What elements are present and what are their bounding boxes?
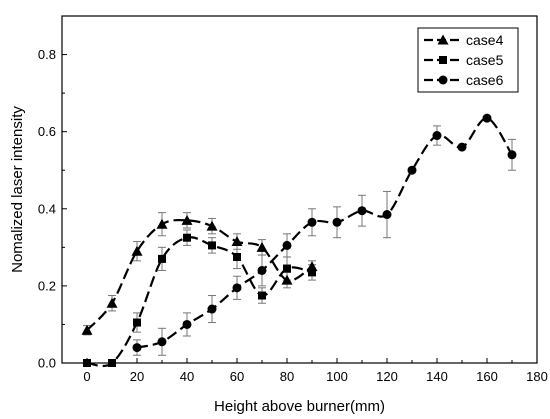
series-lines-layer — [86, 117, 513, 368]
data-point-case6 — [232, 283, 242, 293]
data-point-case5 — [158, 254, 166, 263]
x-tick-label: 20 — [130, 369, 144, 384]
y-tick-label: 0.0 — [38, 356, 56, 371]
x-tick-label: 80 — [280, 369, 294, 384]
x-tick-label: 60 — [230, 369, 244, 384]
data-point-case5 — [283, 264, 291, 273]
data-point-case5 — [258, 291, 266, 300]
x-tick-label: 100 — [326, 369, 348, 384]
data-point-case6 — [357, 206, 367, 216]
y-axis-ticks: 0.0 0.2 0.4 0.6 0.8 — [38, 47, 67, 371]
data-point-case6 — [432, 131, 442, 141]
data-point-case4 — [181, 214, 193, 225]
y-tick-label: 0.4 — [38, 201, 56, 216]
data-point-case4 — [131, 245, 143, 256]
legend: case4 case5 case6 — [417, 27, 519, 93]
data-point-case6 — [282, 240, 292, 250]
data-point-case6 — [507, 150, 517, 160]
data-point-case4 — [106, 297, 118, 308]
legend-box — [417, 27, 519, 93]
y-tick-label: 0.8 — [38, 47, 56, 62]
series-line-case6 — [136, 117, 513, 349]
data-point-case6 — [457, 142, 467, 152]
data-point-case4 — [81, 324, 93, 335]
x-tick-label: 160 — [476, 369, 498, 384]
data-point-case4 — [206, 220, 218, 231]
series-line-case5 — [86, 236, 313, 368]
x-axis-ticks: 0 20 40 60 80 100 120 140 160 180 — [61, 358, 548, 384]
legend-marker-case6 — [438, 75, 448, 85]
x-axis-title: Height above burner(mm) — [214, 398, 385, 415]
legend-marker-case4 — [437, 34, 449, 45]
markers-layer — [81, 113, 517, 367]
data-point-case6 — [332, 217, 342, 227]
data-point-case5 — [133, 318, 141, 327]
x-tick-label: 180 — [526, 369, 548, 384]
legend-label-case5: case5 — [466, 52, 504, 68]
data-point-case6 — [407, 165, 417, 175]
data-point-case6 — [207, 304, 217, 314]
error-bars-layer — [83, 125, 516, 356]
data-point-case5 — [233, 252, 241, 261]
x-tick-label: 40 — [180, 369, 194, 384]
data-point-case6 — [307, 217, 317, 227]
data-point-case4 — [256, 241, 268, 252]
plot-frame — [61, 15, 538, 364]
data-point-case5 — [208, 241, 216, 250]
data-point-case6 — [482, 113, 492, 123]
series-line-case4 — [86, 218, 313, 331]
data-point-case6 — [182, 319, 192, 329]
x-tick-label: 120 — [376, 369, 398, 384]
y-axis-title: Nomalized laser intensity — [9, 106, 26, 273]
x-tick-label: 140 — [426, 369, 448, 384]
data-point-case6 — [257, 265, 267, 275]
y-tick-label: 0.2 — [38, 278, 56, 293]
legend-label-case4: case4 — [466, 32, 504, 48]
data-point-case6 — [382, 210, 392, 220]
data-point-case6 — [132, 343, 142, 353]
data-point-case5 — [308, 268, 316, 277]
data-point-case4 — [281, 274, 293, 285]
legend-label-case6: case6 — [466, 72, 504, 88]
data-point-case4 — [231, 236, 243, 247]
legend-marker-case5 — [439, 56, 447, 64]
x-tick-label: 0 — [83, 369, 90, 384]
data-point-case6 — [157, 337, 167, 347]
data-point-case4 — [156, 218, 168, 229]
data-point-case5 — [183, 233, 191, 242]
y-tick-label: 0.6 — [38, 124, 56, 139]
